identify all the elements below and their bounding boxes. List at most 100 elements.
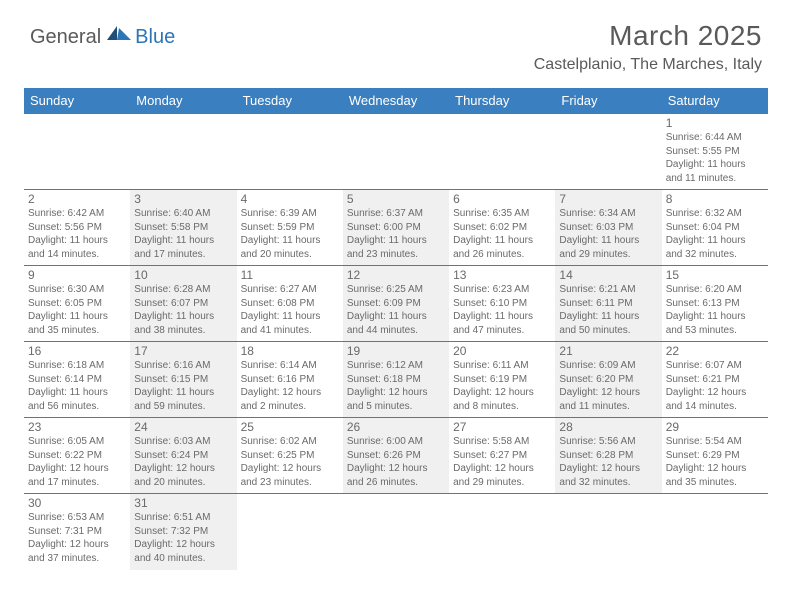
sunset-text: Sunset: 6:07 PM (134, 297, 232, 311)
sunset-text: Sunset: 6:02 PM (453, 221, 551, 235)
day-number: 4 (241, 192, 339, 206)
day-info: Sunrise: 5:58 AMSunset: 6:27 PMDaylight:… (453, 435, 551, 489)
sunrise-text: Sunrise: 6:32 AM (666, 207, 764, 221)
day-number: 2 (28, 192, 126, 206)
day-info: Sunrise: 6:16 AMSunset: 6:15 PMDaylight:… (134, 359, 232, 413)
sunset-text: Sunset: 6:25 PM (241, 449, 339, 463)
calendar-day-cell: 28Sunrise: 5:56 AMSunset: 6:28 PMDayligh… (555, 418, 661, 494)
daylight-text: Daylight: 11 hours and 50 minutes. (559, 310, 657, 337)
day-number: 15 (666, 268, 764, 282)
sunset-text: Sunset: 6:24 PM (134, 449, 232, 463)
sunrise-text: Sunrise: 5:58 AM (453, 435, 551, 449)
day-number: 21 (559, 344, 657, 358)
day-info: Sunrise: 6:18 AMSunset: 6:14 PMDaylight:… (28, 359, 126, 413)
day-info: Sunrise: 6:32 AMSunset: 6:04 PMDaylight:… (666, 207, 764, 261)
day-info: Sunrise: 6:03 AMSunset: 6:24 PMDaylight:… (134, 435, 232, 489)
day-number: 6 (453, 192, 551, 206)
calendar-day-cell: 30Sunrise: 6:53 AMSunset: 7:31 PMDayligh… (24, 494, 130, 570)
weekday-header: Friday (555, 88, 661, 114)
day-number: 25 (241, 420, 339, 434)
sunset-text: Sunset: 5:59 PM (241, 221, 339, 235)
sunset-text: Sunset: 6:16 PM (241, 373, 339, 387)
day-number: 19 (347, 344, 445, 358)
calendar-empty-cell (237, 494, 343, 570)
sunrise-text: Sunrise: 6:35 AM (453, 207, 551, 221)
day-info: Sunrise: 6:12 AMSunset: 6:18 PMDaylight:… (347, 359, 445, 413)
sunset-text: Sunset: 6:26 PM (347, 449, 445, 463)
day-info: Sunrise: 6:09 AMSunset: 6:20 PMDaylight:… (559, 359, 657, 413)
calendar-day-cell: 15Sunrise: 6:20 AMSunset: 6:13 PMDayligh… (662, 266, 768, 342)
calendar-day-cell: 5Sunrise: 6:37 AMSunset: 6:00 PMDaylight… (343, 190, 449, 266)
logo-text-blue: Blue (135, 26, 175, 49)
day-number: 11 (241, 268, 339, 282)
day-number: 29 (666, 420, 764, 434)
sunset-text: Sunset: 6:00 PM (347, 221, 445, 235)
logo-text-dark: General (30, 26, 101, 49)
day-number: 20 (453, 344, 551, 358)
day-info: Sunrise: 6:39 AMSunset: 5:59 PMDaylight:… (241, 207, 339, 261)
day-number: 3 (134, 192, 232, 206)
day-info: Sunrise: 6:21 AMSunset: 6:11 PMDaylight:… (559, 283, 657, 337)
weekday-header: Wednesday (343, 88, 449, 114)
day-info: Sunrise: 5:54 AMSunset: 6:29 PMDaylight:… (666, 435, 764, 489)
calendar-day-cell: 27Sunrise: 5:58 AMSunset: 6:27 PMDayligh… (449, 418, 555, 494)
sunset-text: Sunset: 6:18 PM (347, 373, 445, 387)
day-number: 8 (666, 192, 764, 206)
daylight-text: Daylight: 12 hours and 20 minutes. (134, 462, 232, 489)
calendar-day-cell: 11Sunrise: 6:27 AMSunset: 6:08 PMDayligh… (237, 266, 343, 342)
calendar-day-cell: 9Sunrise: 6:30 AMSunset: 6:05 PMDaylight… (24, 266, 130, 342)
calendar-empty-cell (343, 494, 449, 570)
calendar-day-cell: 14Sunrise: 6:21 AMSunset: 6:11 PMDayligh… (555, 266, 661, 342)
calendar-empty-cell (130, 114, 236, 190)
day-info: Sunrise: 6:27 AMSunset: 6:08 PMDaylight:… (241, 283, 339, 337)
sunset-text: Sunset: 7:32 PM (134, 525, 232, 539)
sunset-text: Sunset: 6:11 PM (559, 297, 657, 311)
day-info: Sunrise: 6:30 AMSunset: 6:05 PMDaylight:… (28, 283, 126, 337)
sunrise-text: Sunrise: 6:05 AM (28, 435, 126, 449)
calendar-week-row: 2Sunrise: 6:42 AMSunset: 5:56 PMDaylight… (24, 190, 768, 266)
day-number: 24 (134, 420, 232, 434)
weekday-header: Saturday (662, 88, 768, 114)
daylight-text: Daylight: 12 hours and 14 minutes. (666, 386, 764, 413)
calendar-day-cell: 19Sunrise: 6:12 AMSunset: 6:18 PMDayligh… (343, 342, 449, 418)
day-info: Sunrise: 6:07 AMSunset: 6:21 PMDaylight:… (666, 359, 764, 413)
sunrise-text: Sunrise: 6:02 AM (241, 435, 339, 449)
day-info: Sunrise: 6:05 AMSunset: 6:22 PMDaylight:… (28, 435, 126, 489)
sunrise-text: Sunrise: 6:14 AM (241, 359, 339, 373)
calendar-day-cell: 2Sunrise: 6:42 AMSunset: 5:56 PMDaylight… (24, 190, 130, 266)
calendar-day-cell: 10Sunrise: 6:28 AMSunset: 6:07 PMDayligh… (130, 266, 236, 342)
daylight-text: Daylight: 12 hours and 8 minutes. (453, 386, 551, 413)
sunrise-text: Sunrise: 6:42 AM (28, 207, 126, 221)
sunrise-text: Sunrise: 6:39 AM (241, 207, 339, 221)
daylight-text: Daylight: 11 hours and 17 minutes. (134, 234, 232, 261)
day-number: 12 (347, 268, 445, 282)
day-number: 26 (347, 420, 445, 434)
day-info: Sunrise: 6:44 AMSunset: 5:55 PMDaylight:… (666, 131, 764, 185)
calendar-empty-cell (24, 114, 130, 190)
weekday-header: Thursday (449, 88, 555, 114)
calendar-body: 1Sunrise: 6:44 AMSunset: 5:55 PMDaylight… (24, 114, 768, 570)
calendar-day-cell: 31Sunrise: 6:51 AMSunset: 7:32 PMDayligh… (130, 494, 236, 570)
day-number: 27 (453, 420, 551, 434)
day-info: Sunrise: 6:11 AMSunset: 6:19 PMDaylight:… (453, 359, 551, 413)
daylight-text: Daylight: 11 hours and 29 minutes. (559, 234, 657, 261)
day-number: 23 (28, 420, 126, 434)
calendar-week-row: 9Sunrise: 6:30 AMSunset: 6:05 PMDaylight… (24, 266, 768, 342)
sunset-text: Sunset: 6:29 PM (666, 449, 764, 463)
daylight-text: Daylight: 11 hours and 44 minutes. (347, 310, 445, 337)
calendar-day-cell: 12Sunrise: 6:25 AMSunset: 6:09 PMDayligh… (343, 266, 449, 342)
day-number: 30 (28, 496, 126, 510)
calendar-empty-cell (555, 114, 661, 190)
day-info: Sunrise: 6:14 AMSunset: 6:16 PMDaylight:… (241, 359, 339, 413)
day-number: 18 (241, 344, 339, 358)
sunrise-text: Sunrise: 6:40 AM (134, 207, 232, 221)
calendar-day-cell: 26Sunrise: 6:00 AMSunset: 6:26 PMDayligh… (343, 418, 449, 494)
sunrise-text: Sunrise: 6:16 AM (134, 359, 232, 373)
day-info: Sunrise: 6:00 AMSunset: 6:26 PMDaylight:… (347, 435, 445, 489)
sunset-text: Sunset: 6:13 PM (666, 297, 764, 311)
sunrise-text: Sunrise: 6:37 AM (347, 207, 445, 221)
calendar-day-cell: 24Sunrise: 6:03 AMSunset: 6:24 PMDayligh… (130, 418, 236, 494)
day-info: Sunrise: 6:53 AMSunset: 7:31 PMDaylight:… (28, 511, 126, 565)
calendar-day-cell: 18Sunrise: 6:14 AMSunset: 6:16 PMDayligh… (237, 342, 343, 418)
day-number: 7 (559, 192, 657, 206)
